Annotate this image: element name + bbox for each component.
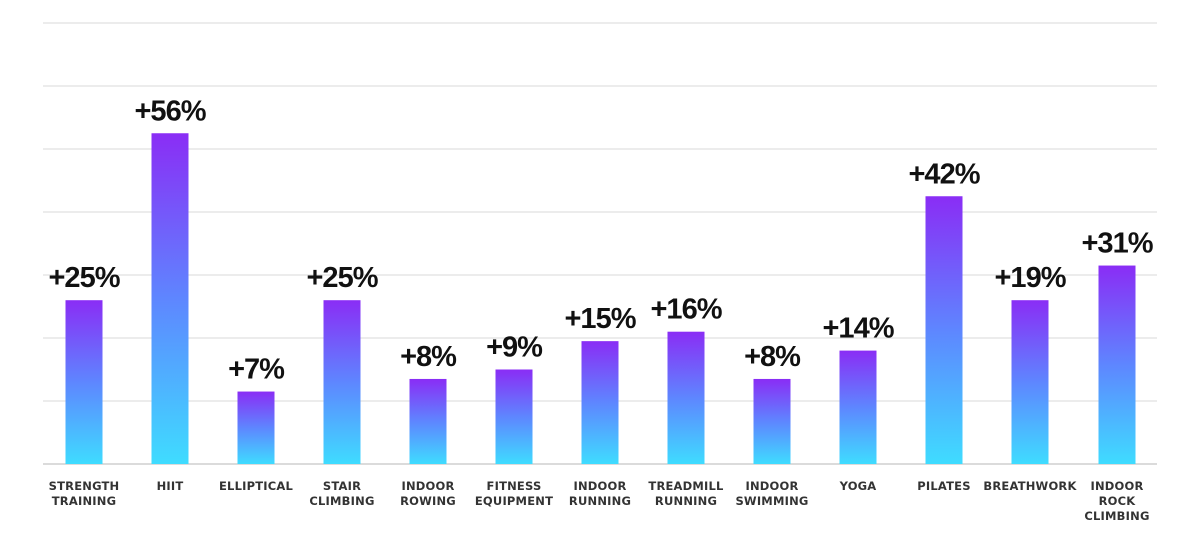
data-label: +14% <box>823 313 895 345</box>
bar <box>237 391 275 464</box>
category-label: STAIR CLIMBING <box>309 479 374 508</box>
bar <box>495 369 533 464</box>
category-label-line: BREATHWORK <box>983 479 1077 493</box>
category-label: INDOOR ROWING <box>400 479 456 508</box>
data-label: +42% <box>909 158 981 190</box>
data-label: +9% <box>486 332 543 364</box>
bar <box>581 341 619 464</box>
category-label: YOGA <box>839 479 877 493</box>
bar <box>1098 265 1136 464</box>
category-label: INDOOR SWIMMING <box>735 479 808 508</box>
category-label: FITNESS EQUIPMENT <box>475 479 553 508</box>
category-label: INDOOR RUNNING <box>569 479 631 508</box>
data-label: +25% <box>49 262 121 294</box>
data-label: +15% <box>565 303 637 335</box>
category-label-line: CLIMBING <box>309 494 374 508</box>
category-label: INDOOR ROCK CLIMBING <box>1084 479 1149 523</box>
category-label-line: RUNNING <box>655 494 717 508</box>
category-label-line: INDOOR <box>401 479 454 493</box>
category-label-line: INDOOR <box>573 479 626 493</box>
bar <box>409 378 447 464</box>
category-label-line: TREADMILL <box>648 479 724 493</box>
category-label-line: ELLIPTICAL <box>219 479 293 493</box>
category-label: PILATES <box>917 479 970 493</box>
data-label: +19% <box>995 262 1067 294</box>
category-label: TREADMILL RUNNING <box>648 479 724 508</box>
bar <box>65 300 103 464</box>
category-label-line: FITNESS <box>487 479 542 493</box>
data-label: +25% <box>307 262 379 294</box>
category-label-line: TRAINING <box>52 494 116 508</box>
bars <box>65 133 1136 464</box>
category-label: STRENGTH TRAINING <box>49 479 120 508</box>
category-label: BREATHWORK <box>983 479 1077 493</box>
category-label-line: INDOOR <box>1090 479 1143 493</box>
data-label: +16% <box>651 294 723 326</box>
category-label-line: CLIMBING <box>1084 509 1149 523</box>
data-label: +8% <box>400 341 457 373</box>
data-labels: +25% +56% +7% +25% +8% +9% +15% +16% +8% +14% +42%… <box>49 95 1155 386</box>
bar <box>839 350 877 464</box>
category-label-line: STRENGTH <box>49 479 120 493</box>
data-label: +56% <box>135 95 207 127</box>
category-label-line: RUNNING <box>569 494 631 508</box>
category-label-line: STAIR <box>323 479 361 493</box>
category-label-line: INDOOR <box>745 479 798 493</box>
category-label-line: ROWING <box>400 494 456 508</box>
bar <box>925 196 963 464</box>
data-label: +31% <box>1082 228 1154 260</box>
category-label-line: SWIMMING <box>735 494 808 508</box>
bar <box>151 133 189 464</box>
category-label-line: YOGA <box>839 479 877 493</box>
category-label: ELLIPTICAL <box>219 479 293 493</box>
bar <box>753 378 791 464</box>
category-label-line: ROCK <box>1099 494 1137 508</box>
data-label: +7% <box>228 354 285 386</box>
category-label-line: HIIT <box>157 479 184 493</box>
bar <box>323 300 361 464</box>
gridlines <box>43 22 1157 465</box>
bar <box>667 331 705 464</box>
category-label-line: PILATES <box>917 479 970 493</box>
bar <box>1011 300 1049 464</box>
category-label: HIIT <box>157 479 184 493</box>
category-label-line: EQUIPMENT <box>475 494 553 508</box>
data-label: +8% <box>744 341 801 373</box>
